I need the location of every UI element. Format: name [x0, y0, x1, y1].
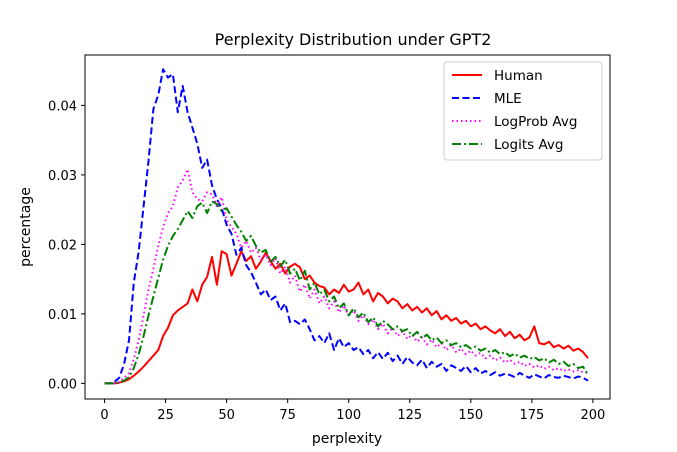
x-axis-label: perplexity	[312, 431, 382, 447]
x-tick-label: 125	[397, 408, 422, 423]
plot-frame	[84, 54, 611, 400]
legend-label: LogProb Avg	[494, 114, 577, 130]
y-tick-label: 0.01	[48, 308, 77, 323]
series-line-0	[104, 250, 589, 385]
y-tick-label: 0.02	[48, 238, 77, 253]
legend-label: Logits Avg	[494, 137, 563, 153]
x-tick-label: 50	[218, 408, 235, 423]
series-line-1	[104, 68, 589, 385]
x-tick-label: 0	[100, 408, 108, 423]
legend-label: Human	[494, 68, 543, 84]
x-tick-label: 150	[458, 408, 483, 423]
series-line-3	[104, 200, 589, 385]
x-tick-label: 100	[336, 408, 361, 423]
y-tick-label: 0.00	[48, 377, 77, 392]
x-tick-label: 75	[279, 408, 296, 423]
legend-label: MLE	[494, 91, 522, 107]
series-line-2	[104, 168, 589, 385]
y-axis-label: percentage	[18, 187, 34, 267]
legend-box	[443, 61, 603, 161]
x-axis-ticks: 0 25 50 75 100 125 150 175 200	[100, 399, 605, 423]
y-axis-ticks: 0.00 0.01 0.02 0.03 0.04	[48, 99, 85, 392]
y-tick-label: 0.03	[48, 169, 77, 184]
chart-title: Perplexity Distribution under GPT2	[215, 30, 492, 49]
x-tick-label: 200	[580, 408, 605, 423]
series-layer	[104, 68, 589, 385]
legend: Human MLE LogProb Avg Logits Avg	[443, 61, 603, 161]
x-tick-label: 25	[157, 408, 174, 423]
y-tick-label: 0.04	[48, 99, 77, 114]
x-tick-label: 175	[519, 408, 544, 423]
